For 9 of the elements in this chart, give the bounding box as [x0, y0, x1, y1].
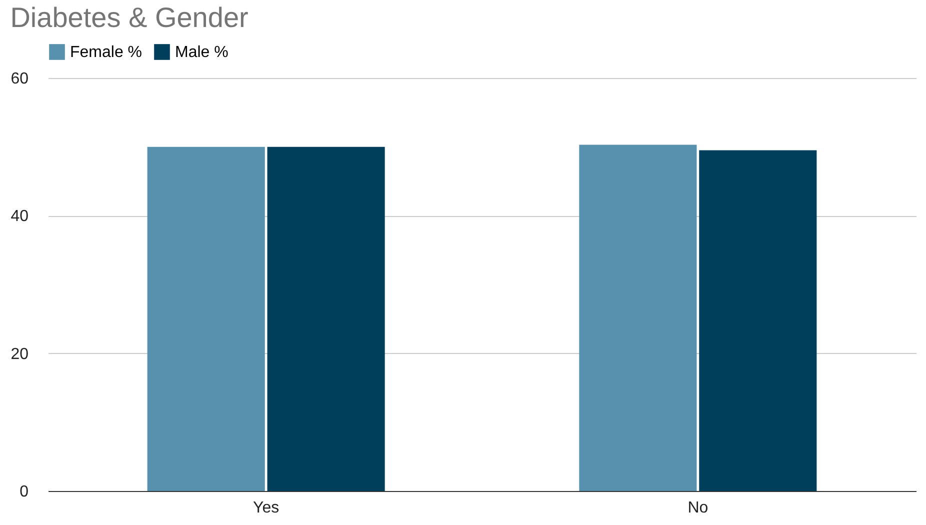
legend-label: Male % [175, 44, 228, 61]
y-tick-label: 20 [10, 346, 29, 363]
x-tick-label: Yes [253, 500, 280, 516]
y-tick-label: 60 [10, 70, 29, 88]
legend-label: Female % [70, 44, 142, 61]
x-tick-label: No [688, 500, 708, 516]
y-tick-label: 40 [10, 208, 29, 226]
y-tick-label: 0 [20, 484, 29, 500]
chart-title: Diabetes & Gender [10, 2, 248, 33]
